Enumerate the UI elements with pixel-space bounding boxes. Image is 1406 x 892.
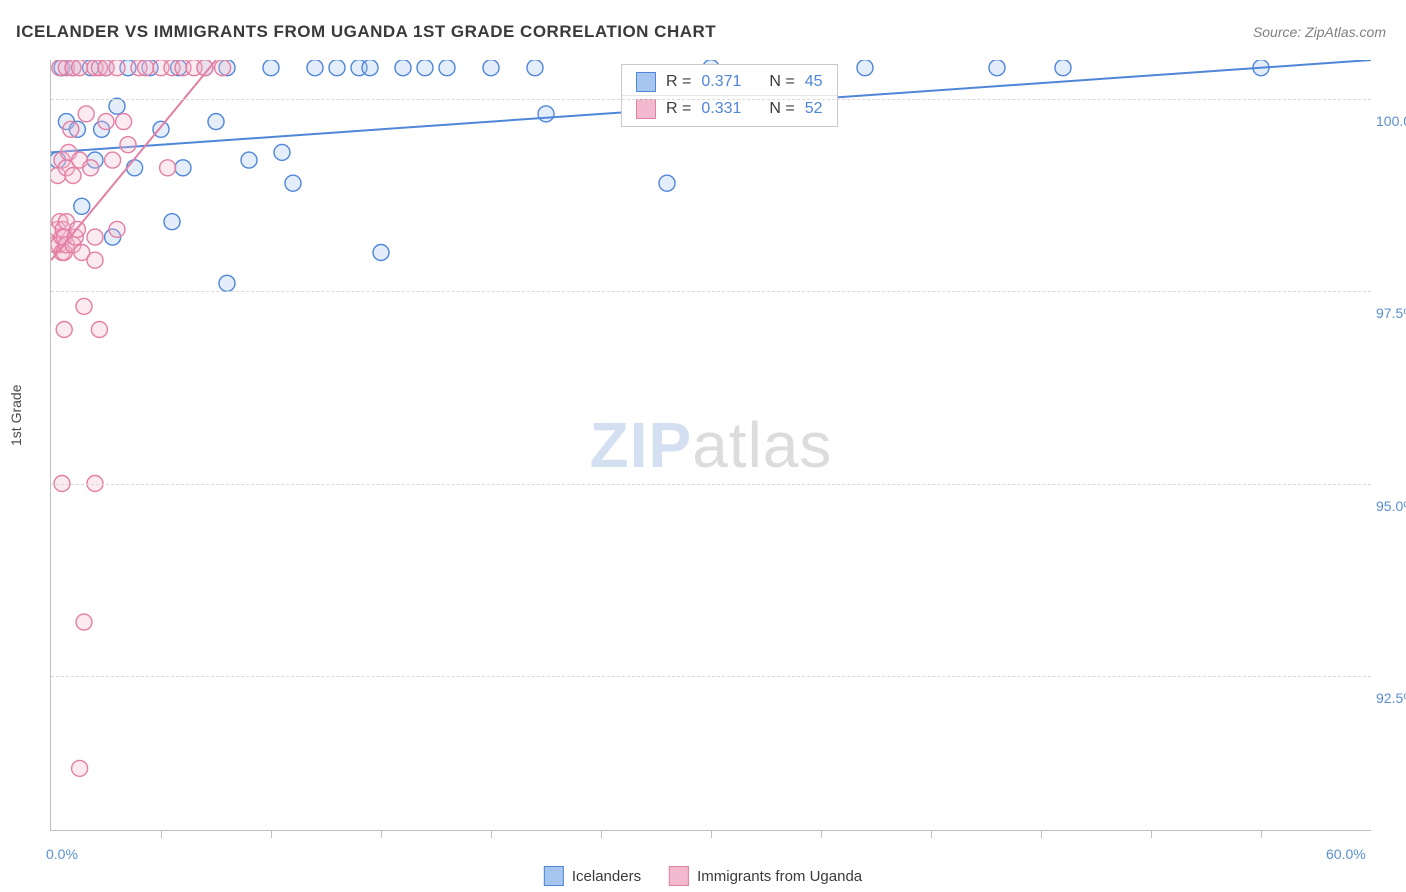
- x-tick: [601, 830, 602, 838]
- data-point: [120, 137, 136, 153]
- stats-swatch: [636, 99, 656, 119]
- correlation-stats-box: R = 0.371 N = 45 R = 0.331 N = 52: [621, 64, 838, 127]
- data-point: [160, 160, 176, 176]
- data-point: [116, 114, 132, 130]
- stats-r-label: R =: [666, 73, 691, 91]
- legend-swatch: [544, 866, 564, 886]
- data-point: [87, 229, 103, 245]
- y-tick-label: 95.0%: [1376, 498, 1406, 514]
- data-point: [76, 298, 92, 314]
- source-credit: Source: ZipAtlas.com: [1253, 24, 1386, 40]
- data-point: [56, 322, 72, 338]
- data-point: [87, 252, 103, 268]
- stats-n-value: 52: [805, 100, 823, 118]
- plot-area: ZIPatlas R =0.371N =45R =0.331N =52 92.5…: [50, 60, 1371, 831]
- gridline: [51, 484, 1371, 485]
- x-tick: [1261, 830, 1262, 838]
- legend-label: Icelanders: [572, 868, 641, 885]
- x-axis-max-label: 60.0%: [1326, 846, 1366, 862]
- data-point: [83, 160, 99, 176]
- stats-r-label: R =: [666, 100, 691, 118]
- data-point: [76, 614, 92, 630]
- data-point: [215, 60, 231, 76]
- y-tick-label: 97.5%: [1376, 305, 1406, 321]
- x-axis-min-label: 0.0%: [46, 846, 78, 862]
- x-tick: [381, 830, 382, 838]
- data-point: [362, 60, 378, 76]
- data-point: [72, 60, 88, 76]
- data-point: [164, 214, 180, 230]
- data-point: [417, 60, 433, 76]
- legend-item: Immigrants from Uganda: [669, 866, 862, 886]
- data-point: [373, 245, 389, 261]
- x-tick: [1041, 830, 1042, 838]
- gridline: [51, 99, 1371, 100]
- x-tick: [161, 830, 162, 838]
- data-point: [285, 175, 301, 191]
- data-point: [395, 60, 411, 76]
- y-axis-label: 1st Grade: [8, 385, 24, 446]
- legend-label: Immigrants from Uganda: [697, 868, 862, 885]
- data-point: [105, 152, 121, 168]
- data-point: [307, 60, 323, 76]
- data-point: [241, 152, 257, 168]
- x-tick: [271, 830, 272, 838]
- legend: Icelanders Immigrants from Uganda: [544, 866, 862, 886]
- data-point: [1055, 60, 1071, 76]
- data-point: [109, 60, 125, 76]
- gridline: [51, 291, 1371, 292]
- scatter-svg: [51, 60, 1371, 830]
- data-point: [329, 60, 345, 76]
- gridline: [51, 676, 1371, 677]
- data-point: [91, 322, 107, 338]
- data-point: [857, 60, 873, 76]
- data-point: [98, 114, 114, 130]
- data-point: [989, 60, 1005, 76]
- data-point: [175, 160, 191, 176]
- x-tick: [491, 830, 492, 838]
- data-point: [659, 175, 675, 191]
- x-tick: [711, 830, 712, 838]
- data-point: [138, 60, 154, 76]
- x-tick: [931, 830, 932, 838]
- x-tick: [1151, 830, 1152, 838]
- data-point: [72, 760, 88, 776]
- y-tick-label: 100.0%: [1376, 113, 1406, 129]
- legend-swatch: [669, 866, 689, 886]
- legend-item: Icelanders: [544, 866, 641, 886]
- chart-title: ICELANDER VS IMMIGRANTS FROM UGANDA 1ST …: [16, 22, 716, 42]
- x-tick: [821, 830, 822, 838]
- data-point: [127, 160, 143, 176]
- data-point: [219, 275, 235, 291]
- stats-r-value: 0.331: [701, 100, 741, 118]
- data-point: [274, 144, 290, 160]
- y-tick-label: 92.5%: [1376, 690, 1406, 706]
- data-point: [263, 60, 279, 76]
- data-point: [109, 98, 125, 114]
- data-point: [483, 60, 499, 76]
- data-point: [208, 114, 224, 130]
- stats-r-value: 0.371: [701, 73, 741, 91]
- data-point: [78, 106, 94, 122]
- stats-swatch: [636, 72, 656, 92]
- data-point: [65, 168, 81, 184]
- data-point: [109, 221, 125, 237]
- data-point: [74, 198, 90, 214]
- stats-n-label: N =: [769, 73, 794, 91]
- data-point: [527, 60, 543, 76]
- stats-n-value: 45: [805, 73, 823, 91]
- stats-n-label: N =: [769, 100, 794, 118]
- data-point: [538, 106, 554, 122]
- data-point: [439, 60, 455, 76]
- data-point: [63, 121, 79, 137]
- stats-row: R = 0.371 N = 45: [622, 69, 837, 95]
